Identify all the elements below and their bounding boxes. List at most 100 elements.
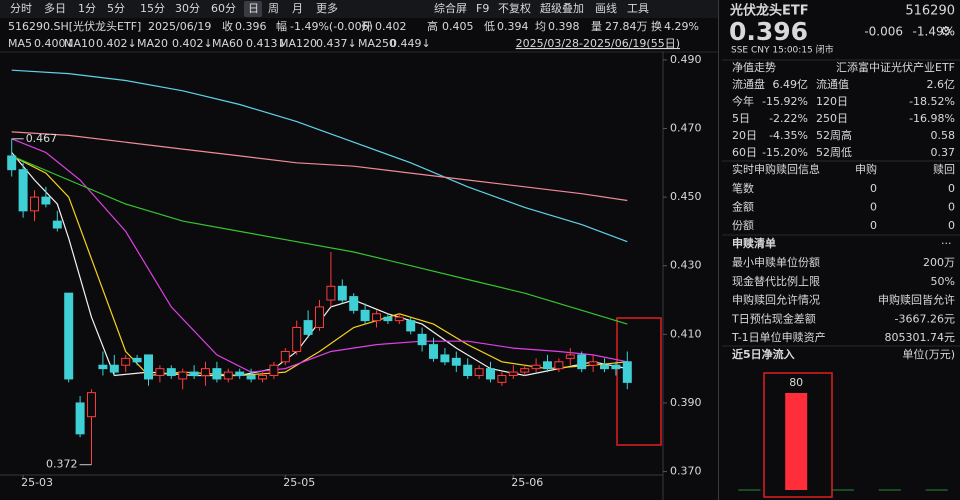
tool[interactable]: 综合屏: [434, 1, 467, 15]
tool[interactable]: F9: [476, 2, 489, 15]
section-title: 实时申购赎回信息: [732, 162, 820, 176]
row-value: 200万: [923, 256, 955, 269]
price: 0.396: [729, 17, 808, 46]
candle-body: [337, 285, 347, 301]
quote-label: 均: [535, 20, 546, 33]
tab[interactable]: 多日: [44, 1, 66, 15]
legend-label: MA120: [279, 37, 317, 50]
tool[interactable]: 画线: [595, 1, 617, 15]
candle-body: [577, 354, 587, 370]
y-tick-label: 0.430: [670, 259, 702, 272]
quote-label: 高: [427, 19, 438, 33]
quote-label: 幅: [276, 20, 287, 33]
tab[interactable]: 30分: [175, 2, 200, 15]
stat-value: 0.37: [931, 146, 956, 159]
tab[interactable]: 5分: [107, 2, 125, 15]
candle-body: [588, 361, 598, 366]
quote-label: 开: [361, 20, 372, 33]
toolbar-bg: [0, 0, 718, 18]
row-label: 申购赎回允许情况: [732, 293, 820, 307]
row-label: 笔数: [732, 181, 754, 195]
tool[interactable]: 超级叠加: [540, 1, 584, 15]
tab[interactable]: 月: [292, 2, 303, 15]
candle-body: [520, 368, 530, 373]
stat-value: -16.98%: [909, 112, 955, 125]
tab[interactable]: 日: [248, 2, 259, 15]
quote-label: 收: [222, 19, 233, 33]
quote-value: 4.29%: [664, 20, 699, 33]
candle-body: [360, 309, 370, 322]
row-value: 0: [948, 201, 955, 214]
candle-body: [303, 320, 313, 335]
candle-body: [451, 357, 461, 366]
quote-value: 0.402: [375, 20, 407, 33]
candle-body: [406, 320, 416, 332]
candle-body: [417, 333, 427, 346]
quote-value: 0.396: [235, 20, 267, 33]
candle-body: [315, 306, 324, 328]
y-tick-label: 0.370: [670, 465, 702, 478]
tab[interactable]: 1分: [78, 2, 96, 15]
tab[interactable]: 15分: [140, 2, 165, 15]
tab[interactable]: 60分: [211, 2, 236, 15]
stat-value: -15.20%: [762, 146, 808, 159]
row-value: 805301.74元: [885, 331, 956, 344]
candle-body: [201, 368, 210, 377]
y-tick-label: 0.390: [670, 396, 702, 409]
candle-body: [497, 375, 507, 383]
stat-value: -2.22%: [769, 112, 808, 125]
annotation: 0.372: [46, 458, 78, 471]
range-label[interactable]: 2025/03/28-2025/06/19(55日): [516, 37, 680, 50]
settings-icon[interactable]: ⚙: [940, 25, 952, 40]
candle-body: [565, 354, 575, 359]
section-title: 申赎清单: [732, 236, 776, 250]
tab[interactable]: 更多: [316, 1, 338, 15]
more-icon[interactable]: ···: [941, 237, 952, 250]
y-tick-label: 0.490: [670, 53, 702, 66]
stat-label: 250日: [816, 112, 848, 125]
legend-value: 0.413↓: [246, 37, 287, 50]
candle-body: [280, 350, 290, 363]
stat-value: -18.52%: [909, 95, 955, 108]
symbol: 516290.SH[光伏龙头ETF]: [8, 19, 141, 33]
annotation: 0.467: [26, 132, 58, 145]
candle-body: [292, 326, 302, 352]
candle-body: [440, 354, 450, 363]
candle-body: [87, 392, 96, 418]
legend-label: MA250: [358, 37, 396, 50]
tool[interactable]: 工具: [627, 2, 649, 15]
candle-body: [52, 220, 62, 229]
row-value: 0: [870, 219, 877, 232]
x-tick-label: 25-03: [21, 476, 53, 489]
row-label: 最小申赎单位份额: [732, 255, 820, 269]
bar-label: 80: [789, 376, 803, 389]
candle-body: [178, 371, 188, 380]
quote-value: 0.398: [548, 20, 580, 33]
row-value: 0: [870, 201, 877, 214]
candle-body: [554, 361, 564, 370]
fund-name: 光伏龙头ETF: [729, 3, 809, 19]
highlight-box: [616, 317, 662, 446]
candle-body: [155, 368, 165, 377]
chart-subtitle: 单位(万元): [902, 347, 955, 361]
candle-body: [258, 375, 267, 380]
tool[interactable]: 不复权: [498, 1, 531, 15]
candle-body: [144, 354, 153, 380]
tab[interactable]: 周: [268, 2, 279, 15]
stat-label: 60日: [732, 146, 757, 159]
candle-body: [235, 371, 245, 377]
quote-value: 0.405: [442, 20, 474, 33]
row-value: 0: [948, 182, 955, 195]
chart-title: 近5日净流入: [732, 347, 795, 361]
candle-body: [212, 368, 222, 380]
row-value: 0: [948, 219, 955, 232]
quote-label: 低: [484, 20, 495, 33]
nav-label[interactable]: 净值走势: [732, 60, 776, 74]
tab[interactable]: 分时: [10, 2, 32, 15]
col-header: 赎回: [933, 162, 955, 176]
date: 2025/06/19: [148, 20, 211, 33]
candle-body: [166, 368, 176, 377]
stat-value: -15.92%: [762, 95, 808, 108]
candle-body: [372, 313, 381, 322]
